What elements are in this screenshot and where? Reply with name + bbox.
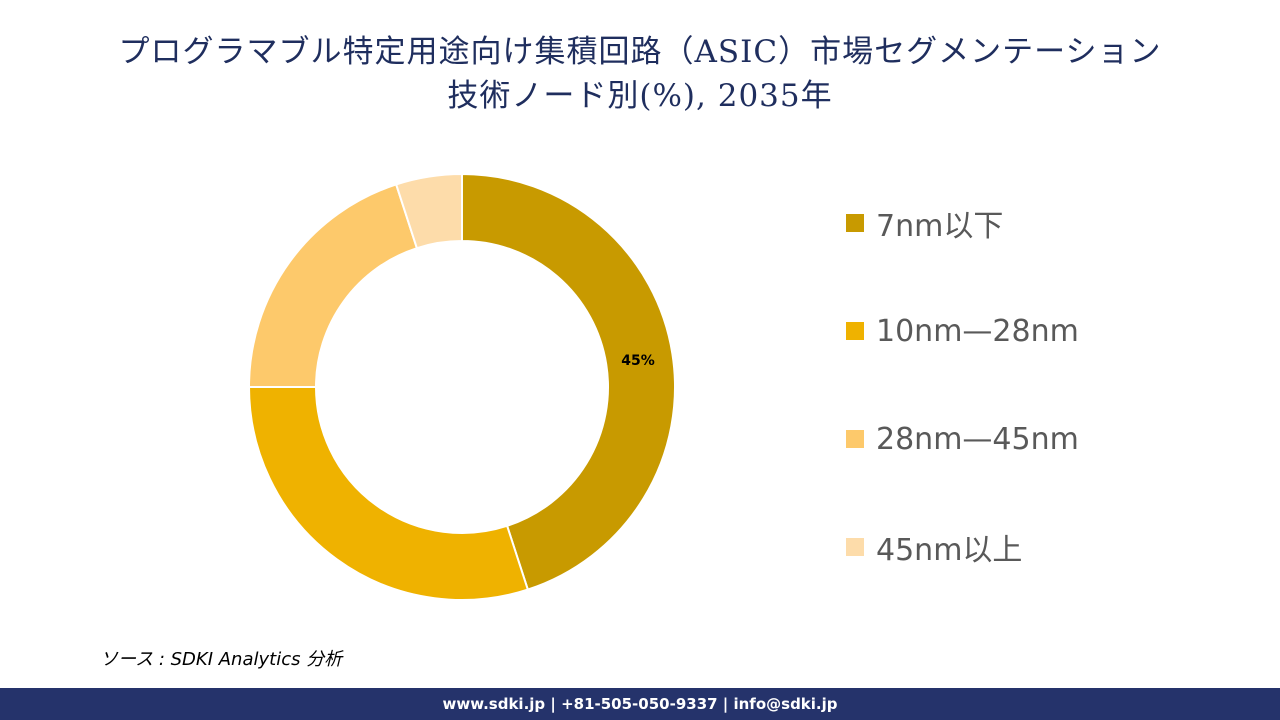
donut-slice <box>247 386 530 601</box>
legend-label: 7nm以下 <box>876 209 1004 244</box>
legend-label: 28nm—45nm <box>876 421 1079 457</box>
footer-contact-bar: www.sdki.jp | +81-505-050-9337 | info@sd… <box>0 688 1280 720</box>
data-label: 45% <box>621 353 655 369</box>
donut-slice <box>394 172 463 250</box>
legend-item: 7nm以下 <box>846 196 1079 250</box>
donut-slice <box>461 172 676 591</box>
chart-title-line1: プログラマブル特定用途向け集積回路（ASIC）市場セグメンテーション <box>118 34 1162 70</box>
legend-swatch-icon <box>846 214 864 232</box>
legend-item: 45nm以上 <box>846 520 1079 574</box>
legend-swatch-icon <box>846 430 864 448</box>
source-note: ソース : SDKI Analytics 分析 <box>100 649 343 670</box>
legend-swatch-icon <box>846 322 864 340</box>
chart-legend: 7nm以下 10nm—28nm 28nm—45nm 45nm以上 <box>846 196 1079 628</box>
chart-title-line2: 技術ノード別(%), 2035年 <box>447 78 833 114</box>
legend-label: 45nm以上 <box>876 533 1023 568</box>
chart-title: プログラマブル特定用途向け集積回路（ASIC）市場セグメンテーション 技術ノード… <box>0 30 1280 118</box>
legend-item: 28nm—45nm <box>846 412 1079 466</box>
donut-slice <box>247 183 419 388</box>
legend-label: 10nm—28nm <box>876 313 1079 349</box>
legend-item: 10nm—28nm <box>846 304 1079 358</box>
legend-swatch-icon <box>846 538 864 556</box>
donut-chart: 45% <box>247 172 676 601</box>
